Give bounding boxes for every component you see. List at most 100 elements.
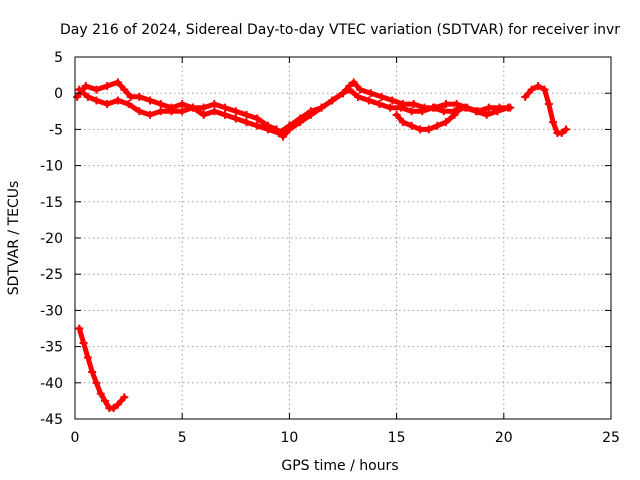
y-tick-label: -35 — [40, 340, 63, 356]
data-point — [96, 389, 105, 398]
data-point — [92, 96, 101, 105]
data-point — [124, 100, 133, 109]
x-tick-label: 20 — [495, 430, 513, 446]
data-point — [81, 81, 90, 90]
data-point — [456, 103, 465, 112]
data-point — [544, 100, 553, 109]
data-point — [534, 81, 543, 90]
data-point — [399, 118, 408, 127]
data-point — [527, 85, 536, 94]
y-tick-label: -40 — [40, 376, 63, 392]
data-point — [429, 103, 438, 112]
data-point — [418, 107, 427, 116]
data-point — [221, 110, 230, 119]
data-point — [92, 85, 101, 94]
grid-lines — [75, 57, 611, 419]
axis-ticks: 0 5 10 15 20 25 5 0 -5 -10 -15 -20 -25 -30 -35 -40 -45 — [40, 50, 620, 446]
y-tick-label: 5 — [54, 50, 63, 66]
y-tick-label: -30 — [40, 303, 63, 319]
data-point — [450, 110, 459, 119]
y-tick-label: -5 — [49, 122, 63, 138]
data-point — [339, 89, 347, 98]
data-point — [296, 114, 305, 123]
data-point — [75, 324, 84, 333]
data-point — [156, 107, 165, 116]
data-point — [377, 92, 386, 101]
data-point — [328, 96, 337, 105]
data-point — [92, 378, 101, 387]
data-point — [521, 92, 530, 101]
data-point — [345, 85, 354, 94]
data-point — [242, 118, 251, 127]
data-point — [409, 100, 418, 109]
data-point — [253, 114, 262, 123]
data-point — [253, 121, 262, 130]
data-point — [354, 92, 363, 101]
data-point — [101, 396, 110, 405]
x-tick-label: 15 — [388, 430, 406, 446]
data-point — [83, 92, 92, 101]
data-point — [561, 125, 570, 134]
data-point — [79, 338, 88, 347]
series-secondary-arc — [392, 103, 465, 134]
data-point — [103, 100, 112, 109]
data-point — [285, 121, 294, 130]
y-tick-label: -10 — [40, 159, 63, 175]
data-point — [540, 85, 549, 94]
data-points — [73, 78, 570, 413]
y-tick-label: -45 — [40, 412, 63, 428]
y-tick-label: -20 — [40, 231, 63, 247]
data-point — [356, 85, 365, 94]
data-point — [263, 125, 272, 134]
data-point — [73, 92, 82, 101]
data-point — [146, 110, 155, 119]
data-point — [221, 103, 230, 112]
data-point — [549, 118, 558, 127]
data-point — [433, 121, 442, 130]
y-tick-label: -25 — [40, 267, 63, 283]
data-point — [231, 107, 240, 116]
data-point — [557, 129, 566, 138]
data-point — [317, 103, 326, 112]
x-tick-label: 5 — [178, 430, 187, 446]
data-point — [364, 96, 373, 105]
data-point — [396, 103, 405, 112]
data-point — [188, 103, 197, 112]
data-point — [452, 100, 461, 109]
data-point — [88, 367, 97, 376]
data-point — [242, 110, 251, 119]
data-point — [441, 118, 450, 127]
series-trace — [76, 326, 127, 411]
data-point — [407, 121, 416, 130]
data-point — [120, 393, 129, 402]
x-tick-label: 10 — [280, 430, 298, 446]
data-point — [366, 89, 375, 98]
data-point — [156, 100, 165, 109]
data-point — [113, 78, 122, 87]
data-point — [349, 78, 358, 87]
data-point — [482, 110, 491, 119]
data-point — [113, 400, 122, 409]
data-point — [231, 114, 240, 123]
data-point — [493, 107, 502, 116]
data-point — [146, 96, 155, 105]
data-point — [441, 100, 450, 109]
data-point — [126, 92, 135, 101]
x-tick-label: 0 — [71, 430, 80, 446]
data-point — [210, 100, 219, 109]
y-axis-label: SDTVAR / TECUs — [6, 181, 22, 296]
data-point — [439, 107, 448, 116]
chart-title: Day 216 of 2024, Sidereal Day-to-day VTE… — [60, 22, 620, 38]
data-point — [278, 132, 287, 141]
data-point — [210, 107, 219, 116]
series-main-track-b — [75, 85, 513, 138]
series-late-track — [521, 81, 570, 138]
x-axis-label: GPS time / hours — [281, 458, 398, 474]
data-point — [424, 125, 433, 134]
data-point — [199, 110, 208, 119]
y-tick-label: 0 — [54, 86, 63, 102]
data-point — [504, 103, 513, 112]
data-point — [306, 107, 315, 116]
data-point — [178, 100, 187, 109]
